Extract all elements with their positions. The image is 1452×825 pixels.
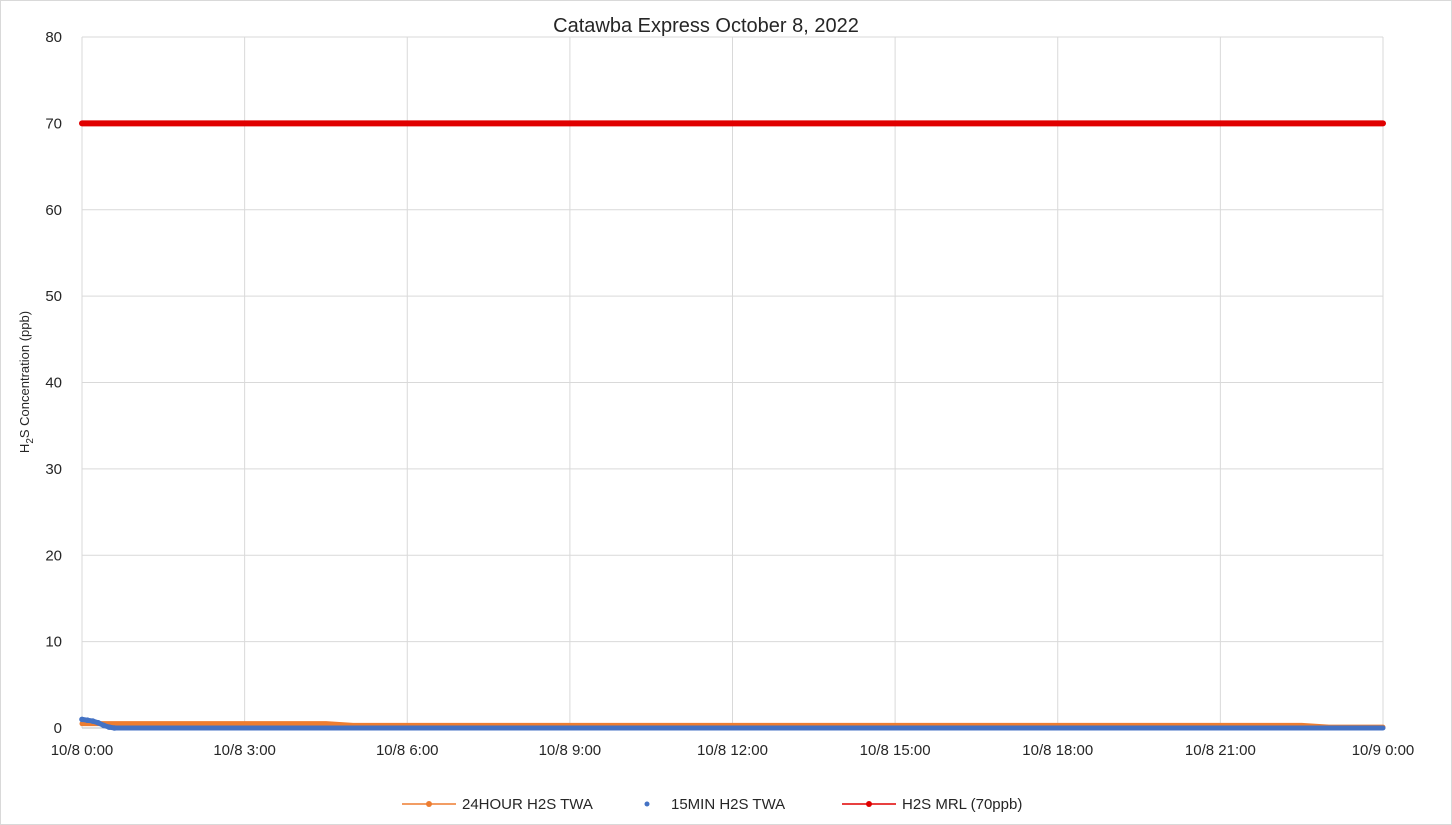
y-tick-label: 30 xyxy=(45,461,62,478)
series-1 xyxy=(79,716,1386,731)
x-tick-label: 10/8 9:00 xyxy=(539,742,602,759)
y-axis-title: H2S Concentration (ppb) xyxy=(17,311,36,453)
legend-marker xyxy=(644,801,650,807)
legend: 24HOUR H2S TWA 15MIN H2S TWA H2S MRL (70pp… xyxy=(402,796,1022,813)
y-tick-label: 40 xyxy=(45,375,62,392)
y-tick-label: 60 xyxy=(45,202,62,219)
data-point xyxy=(90,718,96,724)
data-point xyxy=(79,716,85,723)
y-axis-title-subscript: 2 xyxy=(25,438,36,444)
y-axis-title-part: S Concentration (ppb) xyxy=(17,311,32,438)
x-tick-label: 10/8 15:00 xyxy=(860,742,931,759)
x-tick-label: 10/8 0:00 xyxy=(51,742,114,759)
legend-label: 24HOUR H2S TWA xyxy=(462,796,593,813)
legend-marker xyxy=(866,801,872,807)
legend-label: 15MIN H2S TWA xyxy=(671,796,785,813)
legend-item-2: H2S MRL (70ppb) xyxy=(842,796,1022,813)
y-tick-label: 50 xyxy=(45,288,62,305)
x-tick-label: 10/8 21:00 xyxy=(1185,742,1256,759)
data-point xyxy=(100,722,107,729)
x-tick-label: 10/8 6:00 xyxy=(376,742,439,759)
axes: Catawba Express October 8, 2022 H2S Conc… xyxy=(17,15,1414,759)
y-tick-label: 0 xyxy=(54,720,62,737)
legend-item-1: 15MIN H2S TWA xyxy=(644,796,785,813)
x-tick-label: 10/9 0:00 xyxy=(1352,742,1415,759)
legend-marker xyxy=(426,801,432,807)
x-tick-label: 10/8 12:00 xyxy=(697,742,768,759)
y-tick-label: 70 xyxy=(45,115,62,132)
data-point xyxy=(111,725,118,731)
x-tick-label: 10/8 18:00 xyxy=(1022,742,1093,759)
legend-item-0: 24HOUR H2S TWA xyxy=(402,796,593,813)
y-tick-label: 20 xyxy=(45,547,62,564)
y-tick-label: 80 xyxy=(45,29,62,46)
legend-label: H2S MRL (70ppb) xyxy=(902,796,1022,813)
data-point xyxy=(95,720,102,726)
y-tick-label: 10 xyxy=(45,634,62,651)
plot-area xyxy=(79,120,1386,731)
x-tick-label: 10/8 3:00 xyxy=(213,742,276,759)
data-point xyxy=(106,724,112,730)
y-axis-title-part: H xyxy=(17,444,32,453)
grid xyxy=(81,36,1384,729)
data-point xyxy=(84,717,91,724)
chart-title: Catawba Express October 8, 2022 xyxy=(553,15,859,37)
